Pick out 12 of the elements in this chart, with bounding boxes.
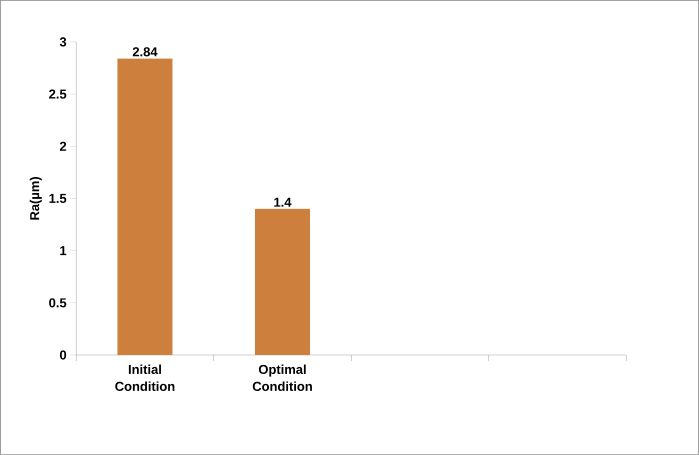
y-tick-label: 1.5 bbox=[49, 194, 66, 203]
x-tick-label: Initial Condition bbox=[115, 364, 174, 391]
data-label: 1.4 bbox=[274, 198, 292, 207]
y-tick-label: 3 bbox=[60, 37, 66, 47]
x-tick-label: Optimal Condition bbox=[252, 364, 312, 391]
y-tick-label: 0.5 bbox=[49, 298, 66, 308]
y-axis-title: Ra(µm) bbox=[30, 177, 42, 220]
y-tick-label: 1 bbox=[60, 246, 66, 256]
y-tick-label: 0 bbox=[60, 350, 66, 360]
y-tick-label: 2.5 bbox=[49, 90, 66, 99]
data-label: 2.84 bbox=[132, 47, 158, 56]
y-tick-label: 2 bbox=[60, 142, 66, 151]
